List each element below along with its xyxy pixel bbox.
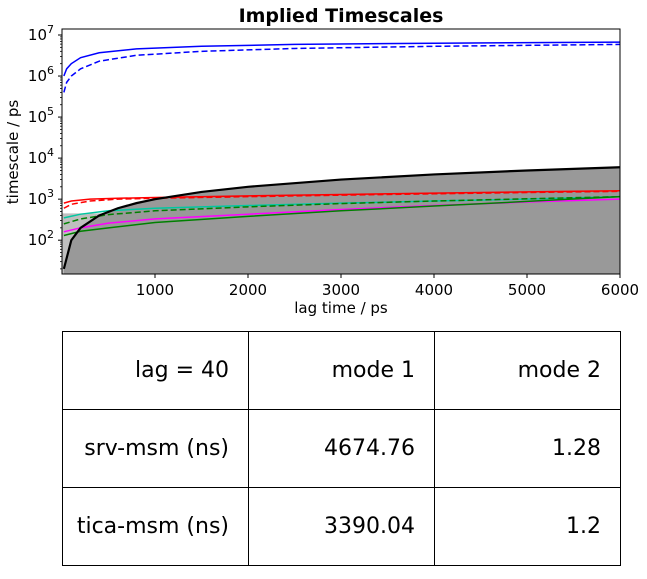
y-tick-label: 104 [28, 146, 54, 167]
table-cell: lag = 40 [62, 331, 249, 410]
series-line-1 [63, 41, 620, 77]
y-tick-label: 105 [28, 105, 54, 126]
y-axis: 102 103 104 105 106 107 [28, 23, 62, 270]
table-row: srv-msm (ns) 4674.76 1.28 [62, 409, 621, 488]
x-tick-label: 2000 [229, 281, 267, 299]
table-cell: 4674.76 [248, 409, 435, 488]
series-line-8 [63, 195, 620, 237]
results-table: lag = 40 mode 1 mode 2 srv-msm (ns) 4674… [62, 331, 621, 566]
table-row: lag = 40 mode 1 mode 2 [62, 331, 621, 410]
table-cell: mode 2 [434, 331, 621, 410]
y-tick-label: 106 [28, 64, 54, 85]
table-cell: srv-msm (ns) [62, 409, 249, 488]
series-line-2 [63, 43, 620, 93]
x-axis: 1000 2000 3000 4000 5000 6000 [136, 274, 639, 299]
x-axis-label: lag time / ps [294, 299, 388, 317]
y-axis-label: timescale / ps [4, 100, 22, 205]
series-line-4 [63, 190, 620, 209]
implied-timescales-chart: Implied Timescales 1000 2000 3000 4000 5000 6… [4, 5, 639, 317]
y-tick-label: 107 [28, 23, 54, 44]
shaded-region-2 [63, 167, 620, 274]
table-row: tica-msm (ns) 3390.04 1.2 [62, 487, 621, 566]
x-tick-label: 6000 [601, 281, 639, 299]
y-tick-label: 103 [28, 187, 54, 208]
table-cell: 3390.04 [248, 487, 435, 566]
plot-area [62, 41, 620, 274]
table-cell: tica-msm (ns) [62, 487, 249, 566]
series-line-9 [62, 166, 620, 270]
x-tick-label: 3000 [322, 281, 360, 299]
x-tick-label: 4000 [415, 281, 453, 299]
series-line-7 [63, 195, 620, 225]
x-tick-label: 1000 [136, 281, 174, 299]
x-tick-label: 5000 [508, 281, 546, 299]
table-cell: mode 1 [248, 331, 435, 410]
table-cell: 1.2 [434, 487, 621, 566]
table-cell: 1.28 [434, 409, 621, 488]
y-tick-label: 102 [28, 228, 54, 249]
chart-title: Implied Timescales [239, 5, 444, 27]
